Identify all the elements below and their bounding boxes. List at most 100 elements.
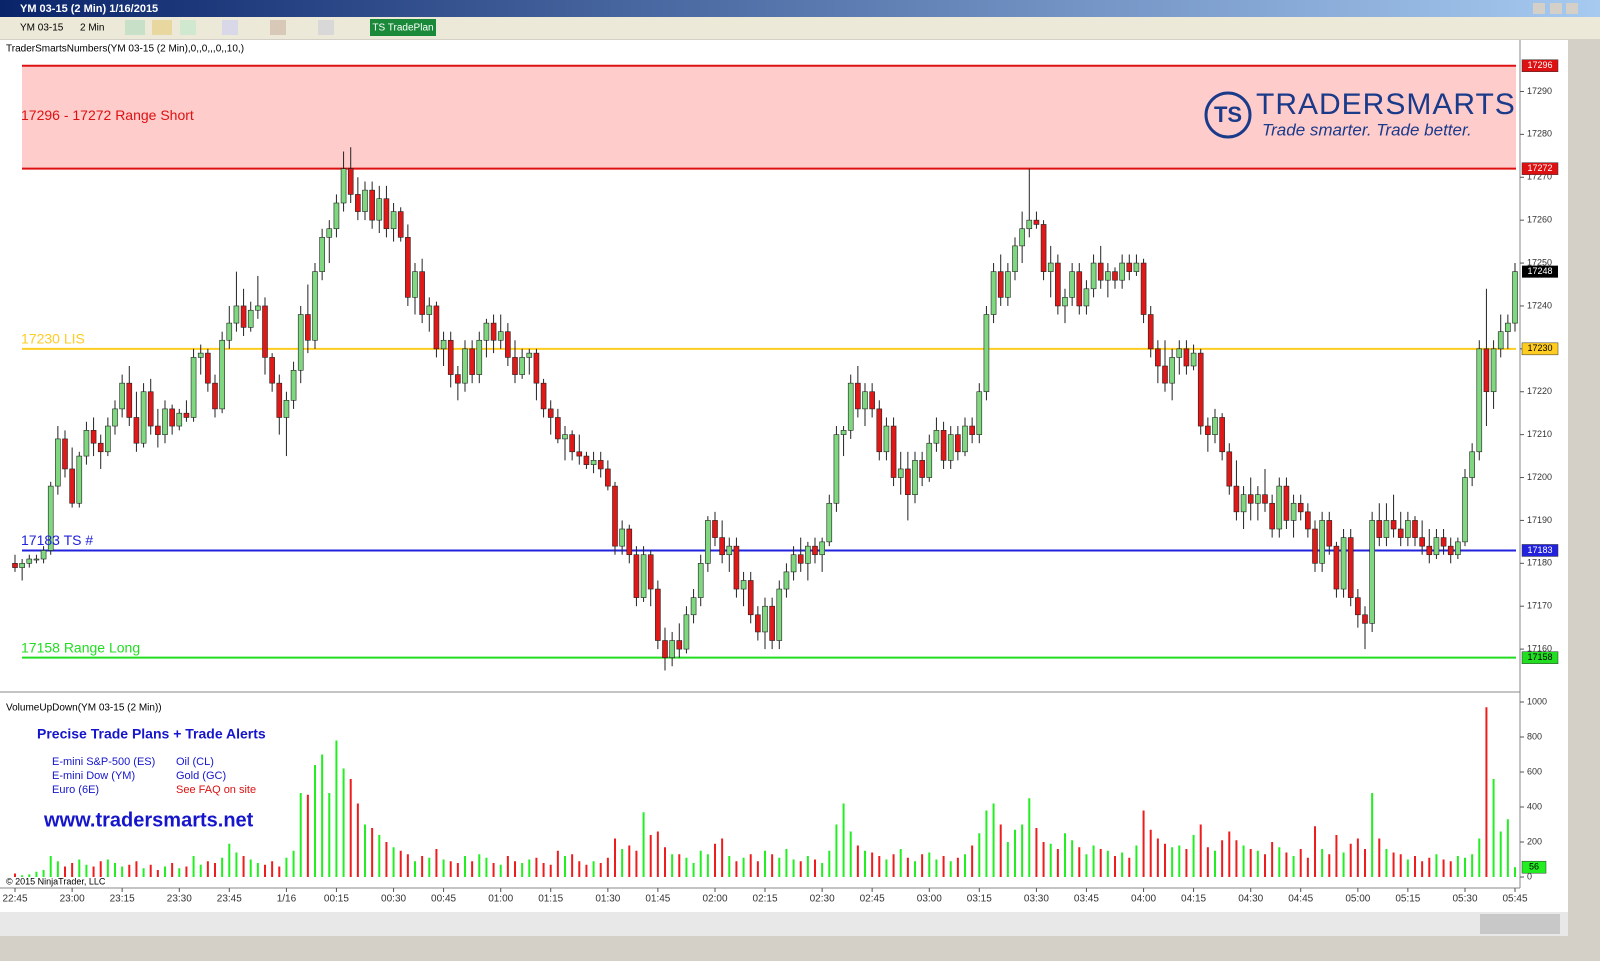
cursor-icon[interactable] (222, 20, 238, 35)
level-box (1521, 651, 1559, 664)
y-tick-label: 17220 (1527, 386, 1552, 396)
candle-body (26, 558, 33, 564)
y-tick-label: 600 (1527, 766, 1542, 776)
ad-item: Gold (GC) (176, 770, 226, 782)
y-tick-label: 200 (1527, 836, 1542, 846)
candle-body (776, 588, 783, 641)
candle-body (1419, 537, 1425, 547)
tool-icon[interactable] (270, 20, 286, 35)
tradeplan-label: TS TradePlan (372, 23, 433, 34)
x-tick-label: 00:30 (381, 894, 406, 905)
candle-body (762, 605, 768, 633)
candle-body (255, 305, 261, 311)
candle-body (369, 189, 375, 221)
candle-body (205, 352, 211, 384)
candle-body (155, 425, 161, 435)
level-box (1521, 162, 1559, 175)
candle-body (455, 374, 461, 384)
candle-body (547, 408, 554, 418)
ad-item: Euro (6E) (52, 784, 99, 796)
candle-body (526, 352, 533, 358)
restore-button[interactable] (1550, 3, 1562, 14)
candle-body (1512, 271, 1518, 324)
candle-body (1476, 348, 1483, 453)
candle-body (376, 198, 383, 221)
x-tick-label: 03:45 (1074, 894, 1099, 905)
instrument-menu[interactable]: YM 03-15 (20, 23, 64, 34)
level-label: 17183 TS # (21, 532, 93, 548)
candle-body (1326, 520, 1333, 547)
candle-body (505, 331, 511, 358)
candle-body (1390, 520, 1397, 530)
candle-body (662, 640, 668, 658)
candle-body (169, 408, 175, 427)
candle-body (569, 434, 575, 453)
candle-body (97, 442, 104, 453)
candle-body (1412, 520, 1418, 538)
maximize-button[interactable] (1533, 3, 1545, 14)
ad-url[interactable]: www.tradersmarts.net (43, 809, 254, 831)
window-title: YM 03-15 (2 Min) 1/16/2015 (20, 3, 158, 15)
x-tick-label: 02:15 (752, 894, 777, 905)
y-tick-label: 17180 (1527, 558, 1552, 568)
candle-body (1340, 537, 1347, 590)
y-tick-label: 0 (1527, 871, 1532, 881)
x-tick-label: 04:15 (1181, 894, 1206, 905)
candle-body (583, 455, 590, 465)
scrollbar[interactable] (0, 912, 1568, 936)
candle-body (12, 563, 18, 568)
candle-body (1140, 262, 1147, 315)
candle-body (19, 563, 25, 568)
candle-body (733, 545, 740, 590)
plot (12, 64, 1518, 877)
x-tick-label: 02:30 (810, 894, 835, 905)
bar-type-icon[interactable] (125, 20, 145, 35)
candle-body (669, 640, 675, 658)
tradeplan-button[interactable] (370, 19, 436, 36)
level-value: 17183 (1527, 545, 1552, 555)
close-button[interactable] (1566, 3, 1578, 14)
x-tick-label: 23:45 (217, 894, 242, 905)
candle-body (1069, 271, 1075, 298)
candle-body (219, 339, 225, 410)
candle-body (990, 271, 997, 315)
interval-menu[interactable]: 2 Min (80, 23, 104, 34)
candle-body (126, 382, 133, 418)
candle-body (62, 438, 68, 470)
x-tick-label: 05:45 (1502, 894, 1527, 905)
draw-icon[interactable] (152, 20, 172, 35)
candle-body (1176, 348, 1183, 358)
candle-body (290, 369, 297, 401)
candle-body (1233, 485, 1240, 513)
candle-body (983, 314, 990, 393)
tool-icon[interactable] (318, 20, 334, 35)
candle-body (705, 520, 711, 564)
candle-body (969, 425, 975, 435)
level-value: 17272 (1527, 163, 1552, 173)
candle-body (312, 271, 318, 341)
indicator-icon[interactable] (180, 20, 196, 35)
scroll-thumb[interactable] (1480, 914, 1560, 934)
candle-body (55, 438, 61, 487)
y-tick-label: 17280 (1527, 129, 1552, 139)
x-tick-label: 23:15 (110, 894, 135, 905)
candle-body (619, 528, 625, 547)
candle-body (833, 434, 840, 504)
candle-body (1405, 520, 1411, 538)
candle-body (112, 408, 118, 427)
x-tick-label: 01:15 (538, 894, 563, 905)
candle-body (1169, 357, 1175, 384)
last-price: 17248 (1527, 266, 1552, 276)
candle-body (340, 168, 347, 204)
candle-body (512, 357, 518, 375)
candle-body (540, 382, 547, 410)
y-tick-label: 800 (1527, 731, 1542, 741)
candle-body (1497, 331, 1504, 350)
candle-body (976, 391, 983, 435)
candle-body (1483, 348, 1490, 393)
candle-body (447, 339, 454, 375)
candle-body (1112, 271, 1118, 281)
candle-body (162, 408, 168, 435)
candle-body (712, 520, 718, 538)
